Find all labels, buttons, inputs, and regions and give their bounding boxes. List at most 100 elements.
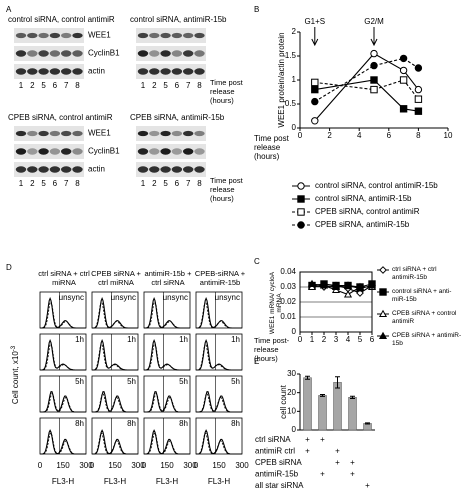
x-tick-label: 150	[56, 461, 70, 470]
bar	[333, 382, 342, 431]
row-label: 5h	[127, 377, 136, 386]
histogram-curve	[196, 342, 242, 371]
blot-band	[38, 130, 49, 137]
blot-band	[72, 148, 83, 155]
blot-band	[160, 130, 171, 137]
condition-label: ctrl siRNA	[255, 435, 291, 444]
annotation-arrowhead	[370, 38, 378, 47]
blot-band	[60, 148, 72, 155]
histogram-curve	[144, 392, 190, 413]
legend-marker	[297, 221, 305, 229]
histogram-curve	[40, 432, 86, 455]
histogram-curve	[144, 342, 190, 371]
time-label: Time post release (hours)	[210, 176, 243, 203]
blot-band	[27, 68, 38, 75]
blot-band	[60, 50, 72, 57]
blot-band	[15, 32, 27, 39]
y-axis-label: WEE1 mRNA/ cycloA mRNA	[269, 271, 283, 335]
lane-number: 1	[141, 179, 146, 188]
histogram-frame	[39, 417, 87, 455]
row-label: unsync	[215, 293, 240, 302]
histogram-frame	[143, 375, 191, 413]
blot-band	[183, 68, 194, 75]
blot-band	[149, 148, 160, 155]
x-axis-label: FL3-H	[156, 477, 178, 486]
blot-band	[15, 148, 27, 155]
blot-band	[49, 50, 61, 57]
blot-strip	[14, 28, 84, 43]
blot-band	[15, 130, 27, 137]
blot-strip	[136, 28, 206, 43]
data-point	[311, 97, 319, 106]
x-tick-label: 300	[235, 461, 249, 470]
blot-band	[149, 32, 160, 39]
blot-band	[183, 148, 194, 155]
x-tick-label: 4	[357, 131, 362, 140]
blot-band	[160, 68, 171, 75]
panel-label: A	[6, 5, 12, 14]
x-tick-label: 300	[183, 461, 197, 470]
blot-band	[38, 148, 49, 155]
condition-label: antimiR ctrl	[255, 447, 295, 456]
blot-band	[183, 130, 194, 137]
legend-label: ctrl siRNA + ctrl antimiR-15b	[392, 266, 437, 281]
blot-band	[49, 130, 61, 137]
lane-number: 2	[30, 81, 35, 90]
blot-band	[149, 50, 160, 57]
x-tick-label: 0	[142, 461, 147, 470]
lane-number: 7	[64, 81, 69, 90]
data-point	[307, 279, 317, 288]
histogram-frame	[143, 417, 191, 455]
data-point	[311, 78, 319, 87]
lane-number: 2	[152, 179, 157, 188]
annotation: G2/M	[364, 17, 384, 26]
histogram-frame	[195, 291, 243, 329]
blot-band	[160, 148, 171, 155]
time-label: Time post release (hours)	[210, 78, 243, 105]
x-tick-label: 5	[358, 335, 363, 344]
blot-band	[171, 166, 183, 173]
x-tick-label: 0	[298, 131, 303, 140]
x-tick-label: 10	[444, 131, 453, 140]
histogram-frame	[91, 291, 139, 329]
blot-band	[60, 130, 72, 137]
blot-band	[160, 166, 171, 173]
histogram-curve	[144, 300, 190, 329]
band-label: CyclinB1	[88, 49, 120, 58]
row-label: 5h	[179, 377, 188, 386]
lane-number: 7	[186, 179, 191, 188]
histogram-curve	[92, 391, 138, 413]
lane-number: 5	[41, 81, 46, 90]
histogram-curve	[40, 297, 86, 329]
blot-band	[171, 130, 183, 137]
x-tick-label: 0	[298, 335, 303, 344]
blot-band	[137, 50, 149, 57]
data-point	[370, 76, 378, 84]
legend-label: CPEB siRNA, control antimiR	[315, 207, 420, 216]
histogram-frame	[195, 417, 243, 455]
lane-number: 5	[163, 179, 168, 188]
y-tick-label: 0.03	[280, 282, 296, 291]
lane-number: 8	[197, 179, 202, 188]
legend-marker	[379, 266, 387, 274]
x-tick-label: 300	[131, 461, 145, 470]
x-axis-label: FL3-H	[104, 477, 126, 486]
annotation-arrowhead	[311, 38, 319, 47]
histogram-frame	[195, 375, 243, 413]
blot-band	[183, 50, 194, 57]
lane-number: 7	[186, 81, 191, 90]
y-tick-label: 0.01	[280, 312, 296, 321]
blot-strip	[14, 64, 84, 79]
data-point	[343, 281, 353, 289]
lane-number: 8	[75, 179, 80, 188]
row-label: 8h	[75, 419, 84, 428]
data-point	[311, 85, 319, 94]
y-axis-label: cell count	[279, 384, 288, 419]
bar	[303, 377, 312, 431]
histogram-curve	[40, 300, 86, 329]
histogram-curve	[144, 391, 190, 413]
x-tick-label: 4	[346, 335, 351, 344]
row-label: 1h	[127, 335, 136, 344]
error-bar	[350, 395, 355, 399]
x-axis-label: FL3-H	[52, 477, 74, 486]
